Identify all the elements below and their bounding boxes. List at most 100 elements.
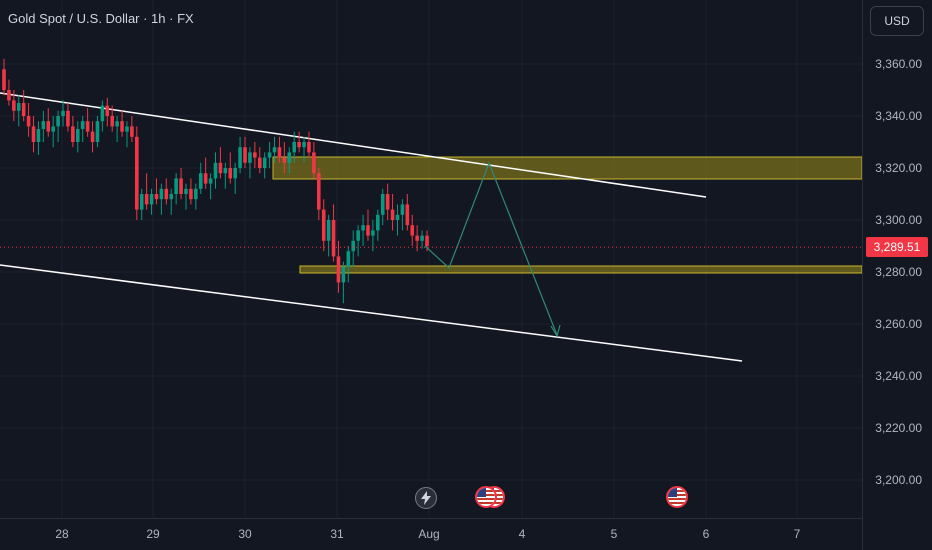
candlestick[interactable] — [198, 162, 203, 194]
candlestick[interactable] — [272, 136, 277, 163]
candlestick[interactable] — [26, 103, 31, 137]
candlestick[interactable] — [351, 230, 356, 267]
candlestick[interactable] — [371, 220, 375, 252]
candlestick[interactable] — [238, 136, 242, 174]
candlestick[interactable] — [223, 162, 228, 189]
candlestick[interactable] — [7, 79, 11, 106]
candlestick[interactable] — [105, 97, 110, 127]
lightning-event-icon[interactable] — [415, 487, 437, 509]
candlestick[interactable] — [95, 116, 100, 148]
candlestick[interactable] — [326, 214, 331, 257]
candlestick[interactable] — [292, 131, 296, 163]
candlestick[interactable] — [184, 183, 188, 210]
candlestick[interactable] — [366, 209, 370, 241]
candlestick[interactable] — [75, 121, 80, 153]
candlestick[interactable] — [179, 168, 183, 200]
candlestick[interactable] — [356, 225, 360, 257]
candlestick[interactable] — [233, 162, 237, 194]
candlestick[interactable] — [100, 100, 105, 132]
candlestick[interactable] — [213, 152, 218, 189]
candlestick[interactable] — [287, 147, 292, 174]
candlestick[interactable] — [361, 214, 365, 246]
currency-button[interactable]: USD — [870, 6, 924, 36]
symbol-legend[interactable]: Gold Spot / U.S. Dollar · 1h · FX — [8, 11, 194, 26]
candlestick[interactable] — [385, 183, 390, 220]
price-chart[interactable] — [0, 0, 862, 518]
candlestick[interactable] — [61, 100, 65, 127]
candlestick[interactable] — [405, 194, 410, 231]
candlestick[interactable] — [85, 108, 90, 137]
candlestick[interactable] — [90, 121, 95, 153]
candlestick[interactable] — [395, 204, 400, 236]
candlestick[interactable] — [144, 173, 149, 210]
candlestick[interactable] — [31, 116, 36, 153]
candlestick[interactable] — [390, 194, 395, 231]
candlestick[interactable] — [257, 147, 262, 174]
candlestick[interactable] — [253, 142, 257, 168]
candlestick[interactable] — [115, 116, 119, 142]
resistance-zone[interactable] — [272, 156, 862, 180]
candlestick[interactable] — [135, 126, 139, 220]
us-flag-event-icon[interactable] — [475, 486, 497, 508]
candlestick[interactable] — [36, 121, 41, 155]
candlestick[interactable] — [380, 188, 385, 226]
candlestick[interactable] — [267, 142, 272, 168]
candlestick[interactable] — [228, 152, 233, 184]
candlestick[interactable] — [243, 136, 247, 168]
candlestick[interactable] — [21, 90, 26, 122]
candlestick[interactable] — [208, 173, 213, 200]
candlestick[interactable] — [125, 121, 129, 148]
candlestick[interactable] — [120, 110, 124, 137]
us-flag-event-icon[interactable] — [666, 486, 688, 508]
projection-path[interactable] — [424, 161, 558, 336]
candlestick[interactable] — [110, 105, 115, 132]
candlestick[interactable] — [248, 147, 252, 179]
candlestick[interactable] — [341, 261, 346, 304]
candlestick[interactable] — [56, 110, 60, 142]
candlestick[interactable] — [80, 116, 85, 142]
candlestick[interactable] — [282, 142, 287, 174]
candlestick[interactable] — [66, 103, 70, 132]
candlestick[interactable] — [154, 178, 159, 205]
candlestick[interactable] — [307, 131, 311, 158]
candlestick[interactable] — [16, 95, 21, 127]
candlestick[interactable] — [194, 183, 198, 210]
candlestick[interactable] — [189, 178, 193, 205]
candlestick[interactable] — [400, 199, 405, 231]
upper-trendline[interactable] — [0, 92, 707, 198]
candlestick[interactable] — [159, 183, 164, 215]
candlestick[interactable] — [312, 142, 316, 179]
chart-area[interactable]: Gold Spot / U.S. Dollar · 1h · FX — [0, 0, 862, 518]
candlestick[interactable] — [149, 188, 154, 215]
candlestick[interactable] — [316, 168, 321, 220]
candlestick[interactable] — [51, 116, 55, 148]
time-axis[interactable]: 28 29 30 31 Aug 4 5 6 7 — [0, 518, 862, 550]
candlestick[interactable] — [331, 204, 336, 262]
candlestick[interactable] — [410, 214, 415, 246]
candlestick[interactable] — [277, 136, 282, 163]
candlestick[interactable] — [203, 157, 208, 189]
candlestick[interactable] — [130, 116, 134, 142]
candlestick[interactable] — [164, 178, 169, 205]
price-axis[interactable]: 3,360.00 3,340.00 3,320.00 3,300.00 3,280.00… — [862, 0, 932, 550]
candlestick[interactable] — [71, 116, 75, 148]
candlestick[interactable] — [262, 152, 267, 179]
lower-trendline[interactable] — [0, 264, 743, 362]
candlestick[interactable] — [174, 173, 178, 205]
candlestick[interactable] — [336, 240, 341, 293]
candlestick[interactable] — [415, 225, 419, 252]
candlestick[interactable] — [346, 246, 351, 283]
candlestick[interactable] — [41, 110, 46, 142]
candlestick[interactable] — [376, 209, 380, 241]
candlestick[interactable] — [218, 147, 223, 179]
candlestick[interactable] — [420, 230, 424, 249]
candlestick[interactable] — [297, 131, 301, 153]
candlestick[interactable] — [12, 90, 16, 122]
candlestick[interactable] — [302, 136, 306, 163]
candlestick[interactable] — [321, 199, 326, 252]
candlestick[interactable] — [46, 108, 51, 137]
candlestick[interactable] — [2, 58, 6, 96]
candlestick[interactable] — [169, 188, 174, 215]
support-zone[interactable] — [299, 265, 862, 274]
candlestick[interactable] — [139, 188, 144, 220]
